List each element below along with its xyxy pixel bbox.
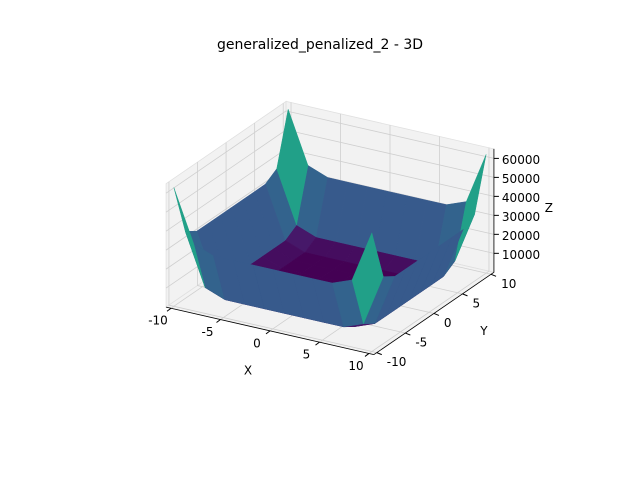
x-tick-label: 5 xyxy=(303,348,311,362)
y-tick-label: -10 xyxy=(387,355,407,369)
axis-labels: -10 -5 0 5 10 -10 -5 0 5 10 10000 20000 30000 40000 50… xyxy=(148,148,553,377)
grid-line xyxy=(168,181,377,354)
chart-title: generalized_penalized_2 - 3D xyxy=(217,37,423,53)
y-tick-label: 10 xyxy=(501,277,516,291)
y-tick xyxy=(490,273,497,277)
y-tick xyxy=(405,332,411,336)
x-tick xyxy=(315,341,320,346)
x-tick xyxy=(265,330,271,335)
y-tick-label: 5 xyxy=(472,296,480,310)
z-tick-label: 60000 xyxy=(502,153,540,167)
surface-patch xyxy=(276,108,309,226)
grid-line xyxy=(368,147,490,354)
z-tick-label: 30000 xyxy=(502,210,540,224)
surface-patch xyxy=(454,154,487,262)
x-tick-label: -5 xyxy=(202,325,214,339)
z-axis-label: Z xyxy=(545,201,553,215)
x-tick-label: 0 xyxy=(253,336,261,350)
surface-patch xyxy=(351,232,384,325)
x-axis-label: X xyxy=(244,363,252,377)
z-tick-label: 10000 xyxy=(502,248,540,262)
y-tick xyxy=(462,293,468,297)
y-tick-label: -5 xyxy=(415,336,427,350)
y-axis-label: Y xyxy=(479,324,488,338)
surface xyxy=(173,108,487,328)
grid-line xyxy=(165,110,495,194)
x-tick xyxy=(166,307,172,312)
z-tick-label: 40000 xyxy=(502,191,540,205)
x-tick-label: -10 xyxy=(148,314,168,328)
y-tick-label: 0 xyxy=(444,316,452,330)
z-tick-label: 20000 xyxy=(502,229,540,243)
x-tick xyxy=(364,353,370,357)
x-tick xyxy=(216,319,221,323)
y-tick xyxy=(433,312,440,316)
z-tick-label: 50000 xyxy=(502,172,540,186)
x-tick-label: 10 xyxy=(348,359,363,373)
surface-patch xyxy=(173,187,206,288)
y-tick xyxy=(376,352,382,356)
